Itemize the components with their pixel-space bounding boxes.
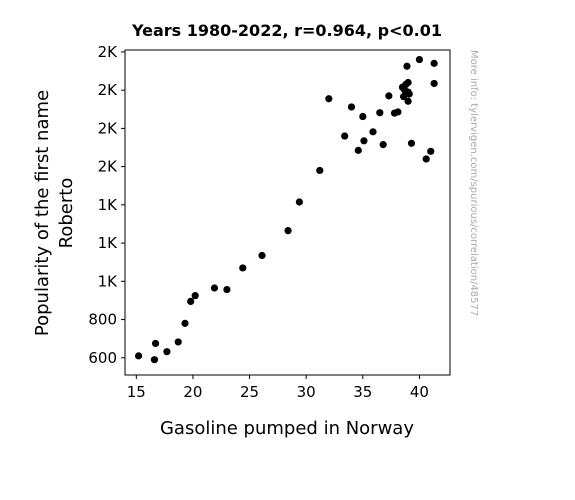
data-point [354,146,362,154]
data-point [385,92,393,100]
y-tick-label: 2K [98,158,119,176]
y-tick-label: 1K [98,272,119,290]
data-point [404,97,412,105]
y-tick-label: 1K [98,196,119,214]
data-point [422,155,430,163]
data-point [341,132,349,140]
data-point [347,103,356,111]
y-axis-label: Popularity of the first name Roberto [32,90,77,336]
y-axis-label-line-1: Popularity of the first name [32,90,53,336]
x-tick-label: 40 [410,383,429,401]
chart-title: Years 1980-2022, r=0.964, p<0.01 [131,21,442,40]
data-point [258,251,266,260]
y-tick-label: 800 [88,311,117,329]
x-tick-label: 15 [127,383,146,401]
x-tick-label: 25 [240,383,259,401]
data-point [376,109,384,117]
data-point [239,264,247,272]
y-tick-label: 2K [98,119,119,137]
y-tick-label: 1K [98,234,119,252]
data-point [399,93,408,101]
x-tick-label: 35 [353,383,372,401]
data-point [284,227,292,235]
y-tick-label: 2K [98,43,119,61]
data-point [163,348,171,356]
x-axis-ticks: 15 20 25 30 35 40 [127,375,429,401]
data-point [405,90,413,98]
x-tick-label: 20 [183,383,202,401]
data-point [430,79,438,88]
data-point [325,95,333,103]
plot-points [134,55,438,364]
data-point [210,284,219,292]
data-point [295,198,303,206]
plot-frame [124,49,451,376]
x-tick-label: 30 [297,383,316,401]
data-point [404,78,412,87]
data-point [369,128,377,136]
watermark: More info: tylervigen.com/spurious/corre… [468,50,479,316]
data-point [187,297,195,305]
data-point [181,319,189,327]
y-axis-ticks: 600 800 1K 1K 1K 2K 2K 2K 2K [88,43,125,367]
data-point [316,166,324,175]
data-point [191,292,199,300]
data-point [151,339,160,348]
y-axis-label-line-2: Roberto [56,178,77,249]
data-point [415,55,424,64]
data-point [394,108,402,116]
data-point [430,59,438,67]
data-point [134,352,143,360]
y-tick-label: 600 [88,349,117,367]
x-axis-label: Gasoline pumped in Norway [160,418,414,439]
data-point [407,139,416,147]
data-point [150,356,159,364]
y-tick-label: 2K [98,81,119,99]
data-point [223,285,231,294]
data-point [174,338,182,346]
data-point [427,147,435,155]
data-point [379,141,387,149]
data-point [403,62,411,70]
data-point [359,112,367,121]
data-point [360,137,368,145]
